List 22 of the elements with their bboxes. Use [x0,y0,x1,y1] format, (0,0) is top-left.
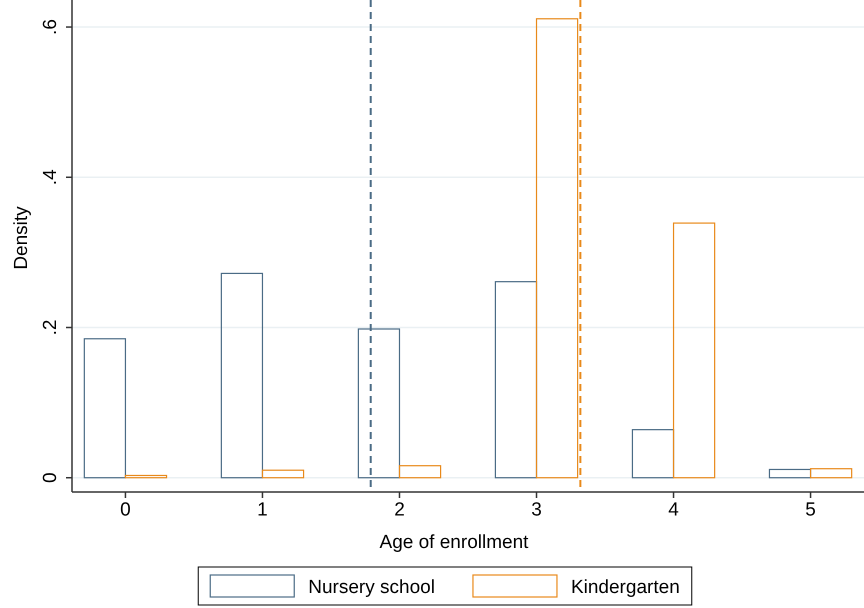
bar [672,222,716,478]
y-tick-label: .2 [40,320,61,336]
legend-label: Kindergarten [570,577,680,598]
legend-label: Nursery school [308,577,435,598]
bar [220,272,264,478]
x-tick-label: 3 [531,499,542,520]
x-tick-label: 0 [120,499,131,520]
bar [768,468,812,478]
bar [84,338,126,478]
x-axis-title: Age of enrollment [380,532,530,553]
bar [810,468,852,478]
x-tick-label: 1 [257,499,268,520]
y-tick-label: .6 [40,19,61,35]
bar [124,474,168,478]
y-tick-label: 0 [40,472,61,484]
bar [398,465,442,478]
y-tick-label: .4 [40,168,61,186]
x-tick-label: 5 [805,499,816,520]
x-tick-label: 2 [394,499,405,520]
y-axis-title: Density [11,206,32,270]
bar [262,470,304,478]
x-tick-label: 4 [668,499,680,520]
